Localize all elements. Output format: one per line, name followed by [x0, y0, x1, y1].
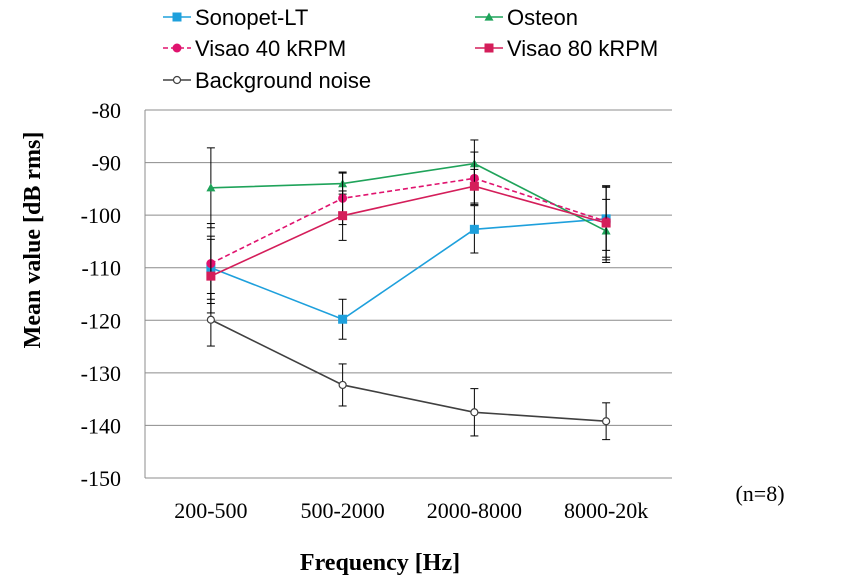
x-tick-label: 500-2000 [300, 498, 384, 523]
data-point [172, 43, 182, 53]
data-point [206, 183, 216, 192]
legend-item: Osteon [475, 5, 578, 30]
y-tick-label: -150 [81, 466, 121, 491]
y-tick-label: -80 [92, 98, 121, 123]
legend-label: Osteon [507, 5, 578, 30]
data-point [602, 417, 611, 426]
x-tick-label: 200-500 [174, 498, 247, 523]
legend-item: Sonopet-LT [163, 5, 308, 30]
data-point [469, 224, 479, 234]
data-point [172, 12, 182, 22]
data-point [206, 315, 215, 324]
y-tick-label: -140 [81, 413, 121, 438]
data-point [601, 218, 611, 228]
y-tick-label: -90 [92, 151, 121, 176]
data-point [470, 408, 479, 417]
y-axis-title: Mean value [dB rms] [20, 132, 46, 349]
series-line [210, 185, 607, 277]
series-background-noise [206, 292, 611, 441]
x-axis-title: Frequency [Hz] [300, 550, 460, 576]
legend-label: Visao 40 kRPM [195, 36, 346, 61]
y-tick-label: -120 [81, 308, 121, 333]
series-line [210, 218, 607, 321]
y-tick-label: -130 [81, 361, 121, 386]
y-tick-label: -100 [81, 203, 121, 228]
data-point [338, 314, 348, 324]
x-tick-label: 2000-8000 [427, 498, 522, 523]
series-line [210, 319, 607, 423]
data-point [206, 271, 216, 281]
data-point [338, 211, 348, 221]
data-point [338, 380, 347, 390]
legend-item: Visao 40 kRPM [163, 36, 346, 61]
data-point [484, 12, 494, 21]
legend-label: Visao 80 kRPM [507, 36, 658, 61]
sample-size-note: (n=8) [735, 481, 784, 506]
axes: -80 -90 -100 -110 -120 -130 -140 -150 200-500 500… [81, 98, 672, 523]
series-line [210, 162, 607, 232]
x-tick-label: 8000-20k [564, 498, 648, 523]
data-point [469, 181, 479, 191]
series-visao-40-krpm [206, 151, 611, 304]
data-point [484, 43, 494, 53]
data-point [172, 75, 182, 85]
series-sonopet-lt [206, 186, 611, 340]
series [206, 139, 611, 441]
legend-label: Background noise [195, 68, 371, 93]
legend-label: Sonopet-LT [195, 5, 308, 30]
legend-item: Visao 80 kRPM [475, 36, 658, 61]
legend: Sonopet-LT Osteon Visao 40 kRPM Visao 80 kR… [163, 5, 658, 93]
gridlines [145, 109, 672, 479]
legend-item: Background noise [163, 68, 371, 93]
series-visao-80-krpm [206, 168, 611, 314]
y-tick-label: -110 [81, 256, 121, 281]
series-line [210, 177, 607, 265]
